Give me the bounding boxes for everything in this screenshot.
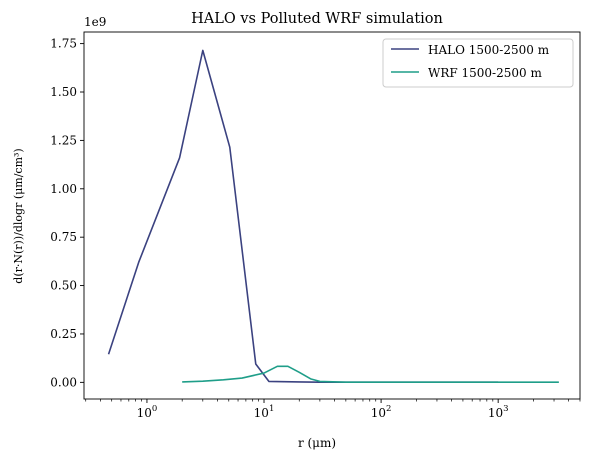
x-tick-label: 102 <box>371 404 392 420</box>
x-tick-label: 100 <box>137 404 158 420</box>
axis-ticks: 0.00 0.25 0.50 0.75 1.00 1.25 1.50 1.75 100 101 10… <box>50 37 581 420</box>
y-tick-label: 1.25 <box>50 133 77 147</box>
y-tick-label: 0.25 <box>50 327 77 341</box>
series-line-halo <box>107 49 499 383</box>
legend-label-halo: HALO 1500-2500 m <box>428 43 550 57</box>
legend-box <box>382 38 574 88</box>
series-line-wrf <box>182 365 559 383</box>
series-lines <box>107 49 559 383</box>
y-axis-multiplier: 1e9 <box>84 15 106 29</box>
y-tick-label: 1.50 <box>50 85 77 99</box>
chart-title: HALO vs Polluted WRF simulation <box>191 11 443 27</box>
x-axis-label: r (μm) <box>298 436 336 450</box>
y-axis-label: d(r·N(r))/dlogr (μm/cm³) <box>12 148 25 283</box>
y-tick-label: 1.75 <box>50 37 77 51</box>
legend-label-wrf: WRF 1500-2500 m <box>428 66 542 80</box>
legend: HALO 1500-2500 m WRF 1500-2500 m <box>382 38 574 88</box>
plot-frame <box>83 31 581 400</box>
y-tick-label: 0.75 <box>50 230 77 244</box>
y-tick-label: 1.00 <box>50 182 77 196</box>
x-tick-label: 101 <box>254 404 275 420</box>
x-tick-label: 103 <box>488 404 509 420</box>
y-tick-label: 0.50 <box>50 279 77 293</box>
y-tick-label: 0.00 <box>50 375 77 389</box>
y-axis-label-text: d(r·N(r))/dlogr (μm/cm³) <box>12 148 25 283</box>
